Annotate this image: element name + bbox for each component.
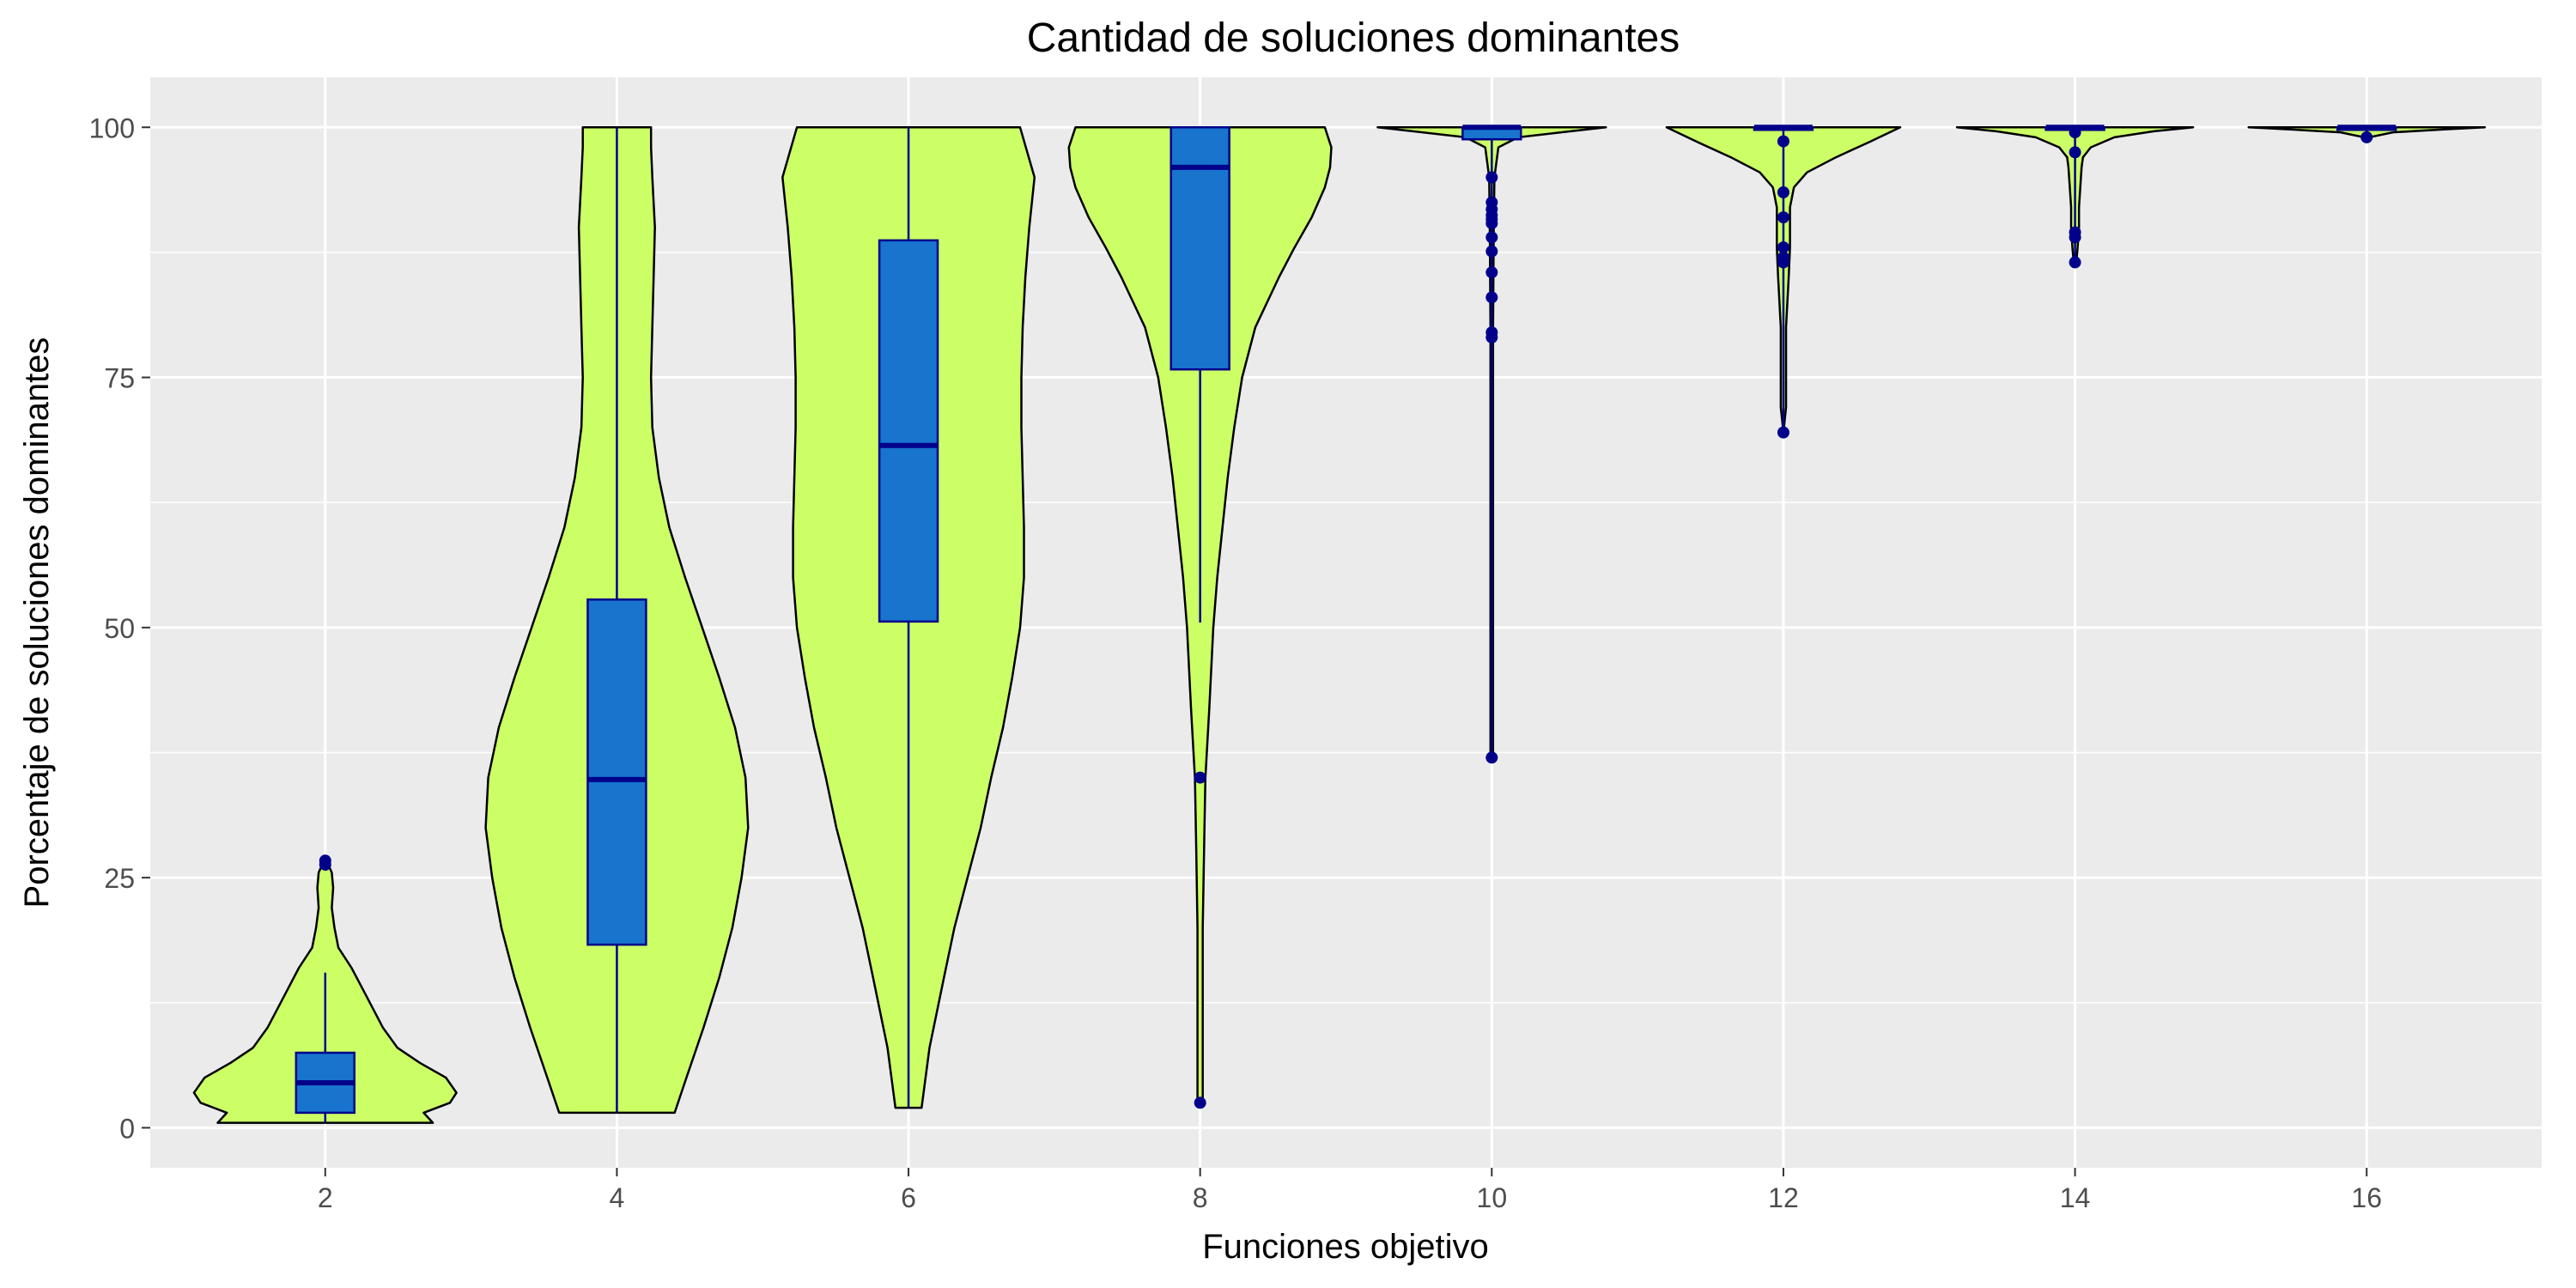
y-tick-label: 75	[104, 363, 135, 394]
y-axis-label: Porcentaje de soluciones dominantes	[18, 337, 56, 908]
y-tick-label: 100	[89, 112, 135, 143]
outlier-point	[2360, 131, 2373, 143]
y-tick-label: 50	[104, 613, 135, 644]
x-tick-label: 14	[2060, 1182, 2091, 1213]
outlier-point	[1777, 211, 1789, 224]
outlier-point	[1485, 751, 1498, 764]
x-axis: 2 4 6 8 10 12 14 16	[318, 1168, 2382, 1213]
x-tick-label: 12	[1768, 1182, 1799, 1213]
outlier-point	[1485, 245, 1498, 258]
outlier-point	[2069, 146, 2081, 159]
outlier-point	[1485, 217, 1498, 230]
outlier-point	[1194, 771, 1206, 784]
x-tick-label: 6	[901, 1182, 916, 1213]
outlier-point	[1777, 256, 1789, 269]
box-8	[1170, 126, 1230, 371]
y-axis: 0 25 50 75 100	[89, 112, 150, 1144]
outlier-point	[1777, 185, 1789, 198]
x-tick-label: 16	[2351, 1182, 2382, 1213]
plot-panel	[150, 77, 2542, 1168]
outlier-point	[2069, 231, 2081, 244]
outlier-point	[1485, 171, 1498, 184]
x-tick-label: 4	[610, 1182, 625, 1213]
outlier-point	[1777, 135, 1789, 148]
y-tick-label: 25	[104, 863, 135, 894]
outlier-point	[1777, 426, 1789, 439]
outlier-point	[1777, 241, 1789, 254]
outlier-point	[1485, 231, 1498, 244]
outlier-point	[1485, 331, 1498, 343]
outlier-point	[1485, 291, 1498, 304]
outlier-point	[2069, 256, 2081, 269]
outlier-point	[1194, 1097, 1206, 1109]
y-tick-label: 0	[119, 1113, 135, 1144]
chart-title: Cantidad de soluciones dominantes	[1027, 15, 1680, 61]
box-4	[586, 598, 647, 946]
x-tick-label: 10	[1477, 1182, 1508, 1213]
x-tick-label: 2	[318, 1182, 333, 1213]
x-tick-label: 8	[1193, 1182, 1208, 1213]
boxplots	[295, 125, 2397, 1123]
outlier-point	[2069, 126, 2081, 139]
outlier-point	[1485, 266, 1498, 279]
x-axis-label: Funciones objetivo	[1202, 1228, 1489, 1266]
outlier-point	[319, 854, 331, 867]
box-6	[878, 239, 939, 623]
